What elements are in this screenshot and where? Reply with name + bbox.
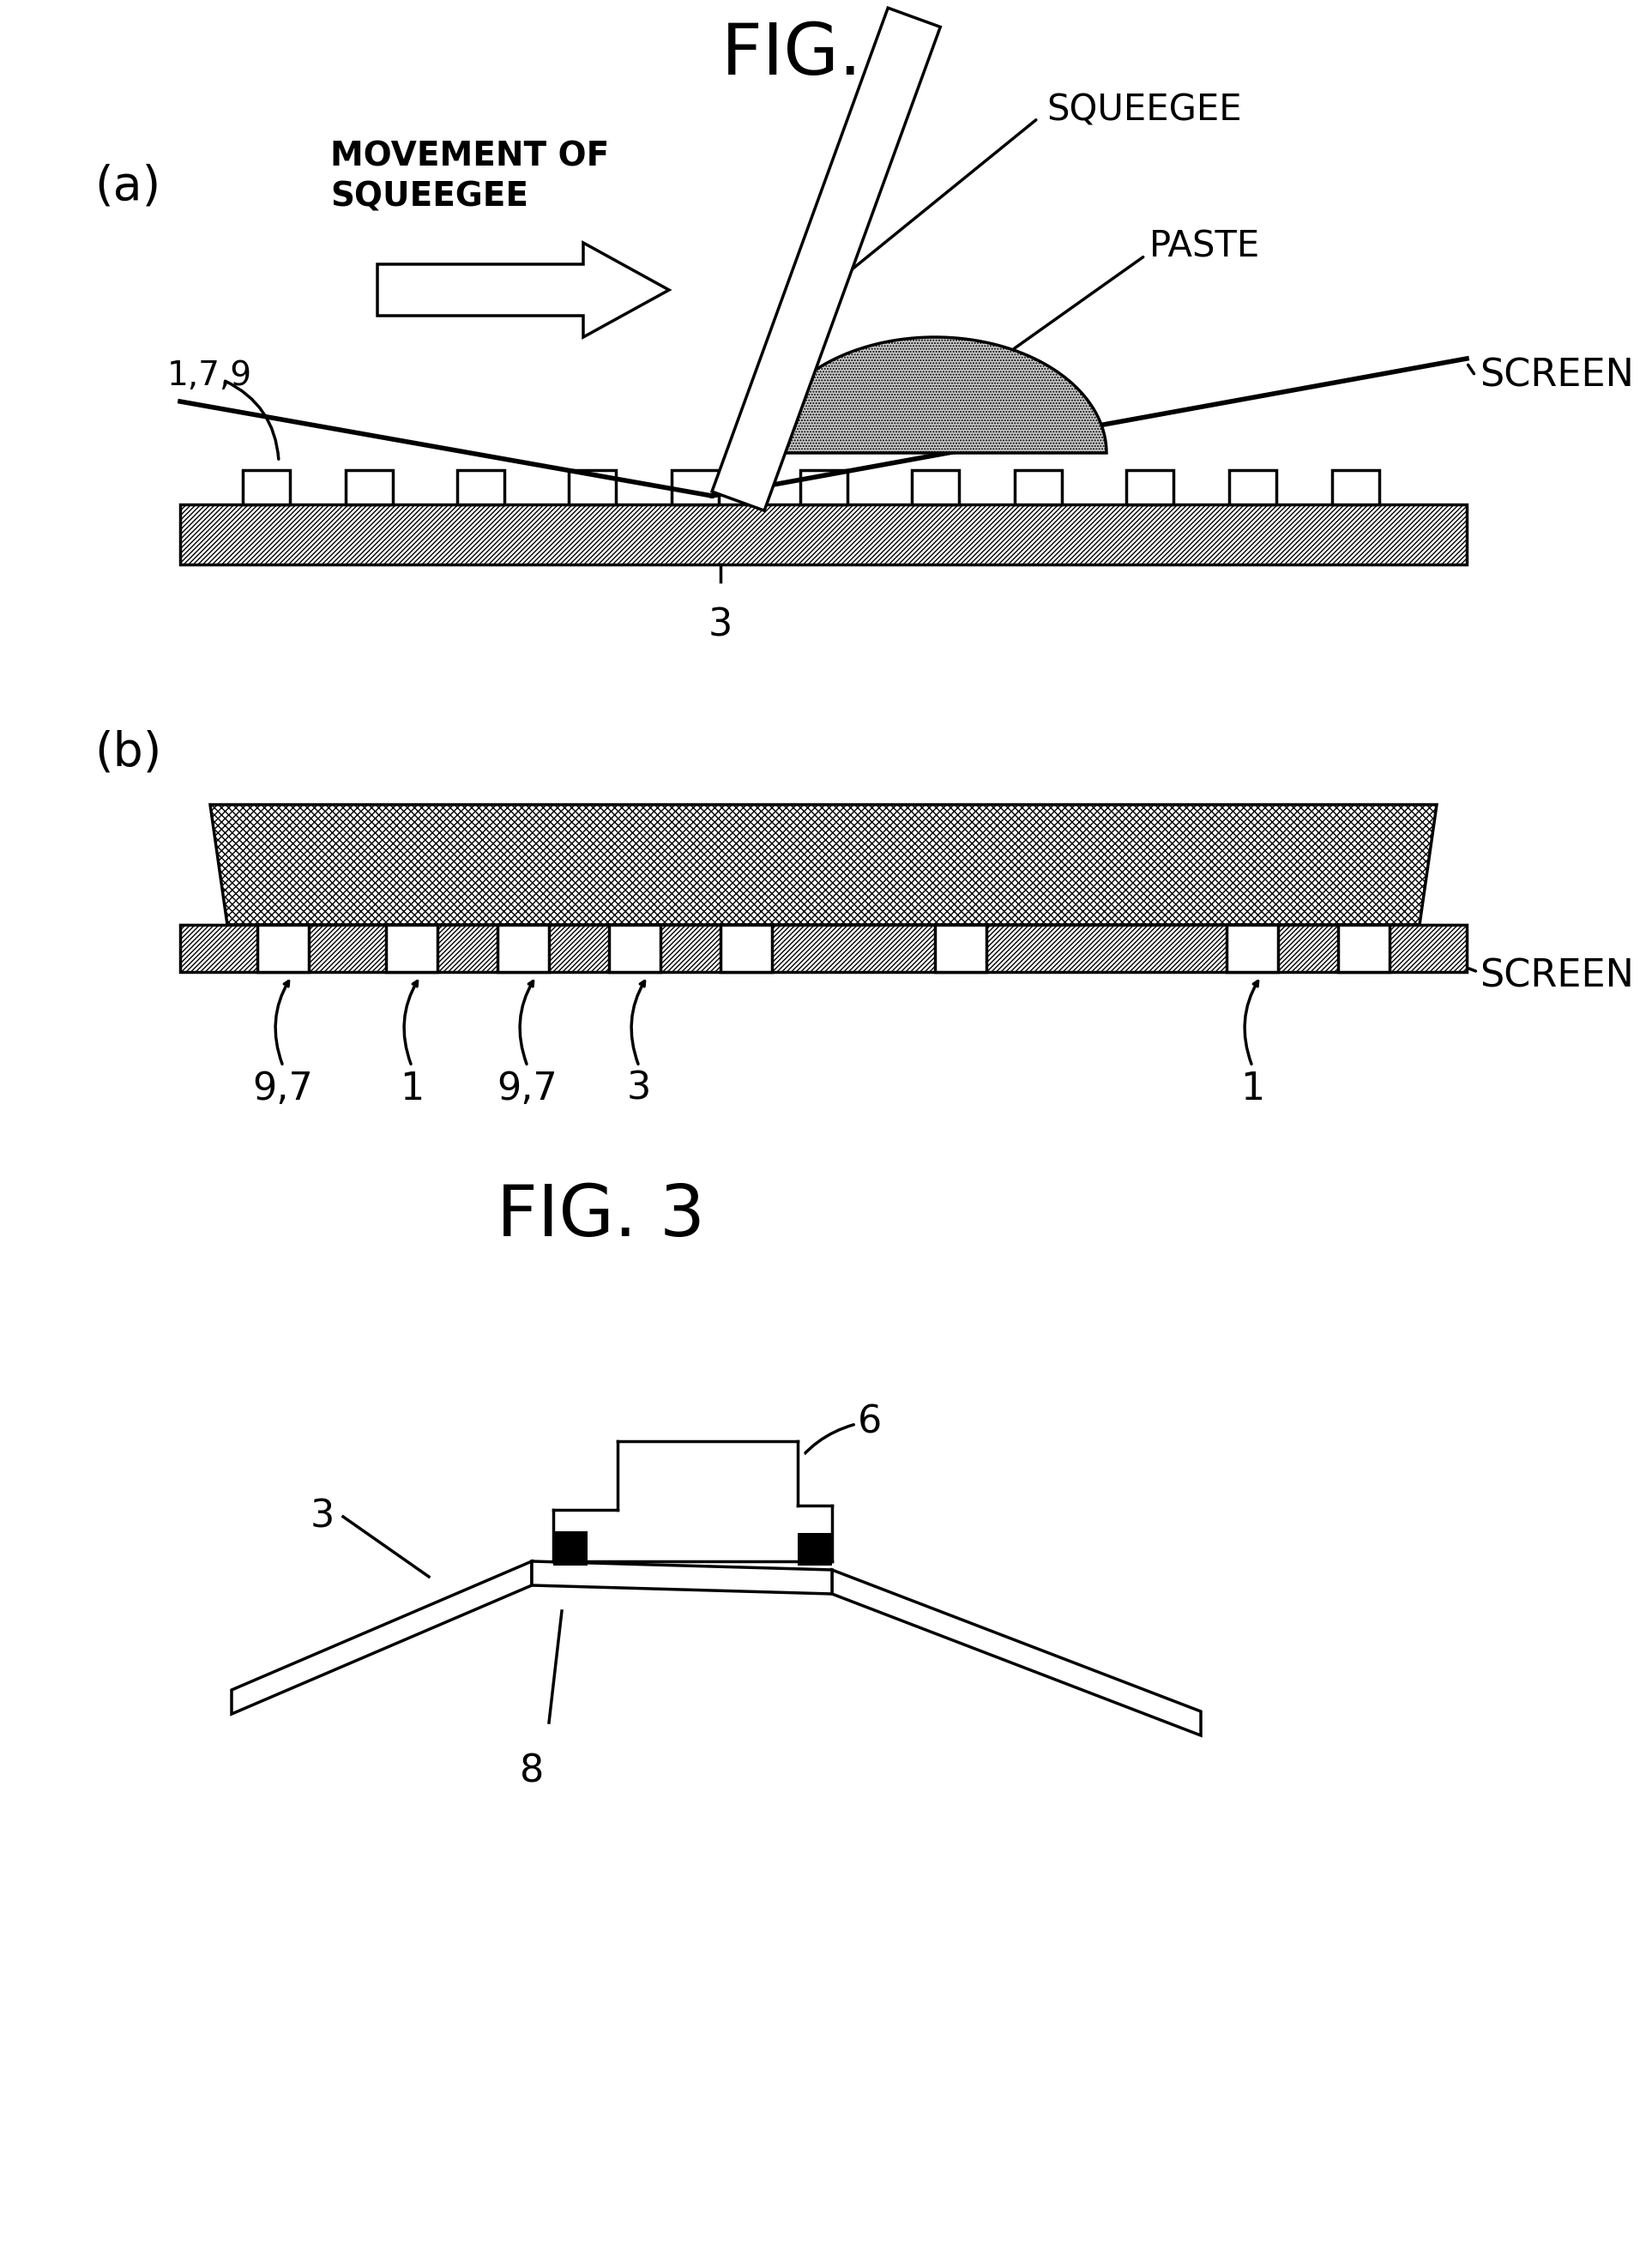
Bar xyxy=(720,926,771,971)
Bar xyxy=(1338,926,1389,971)
Text: (b): (b) xyxy=(94,731,162,776)
Text: PASTE: PASTE xyxy=(1150,229,1260,265)
Polygon shape xyxy=(763,337,1107,453)
Text: MOVEMENT OF
SQUEEGEE: MOVEMENT OF SQUEEGEE xyxy=(330,140,610,213)
Bar xyxy=(610,926,661,971)
Text: 9,7: 9,7 xyxy=(497,1070,558,1107)
Text: 6: 6 xyxy=(857,1403,882,1442)
Bar xyxy=(800,471,847,505)
Bar xyxy=(258,926,309,971)
Bar xyxy=(720,926,771,971)
Bar xyxy=(387,926,438,971)
Bar xyxy=(935,926,986,971)
Text: 3: 3 xyxy=(311,1498,334,1534)
Text: FIG. 2: FIG. 2 xyxy=(722,20,930,88)
Polygon shape xyxy=(712,7,940,511)
Bar xyxy=(180,505,1467,563)
Bar xyxy=(1332,471,1379,505)
Text: 9,7: 9,7 xyxy=(253,1070,314,1107)
Text: (a): (a) xyxy=(94,163,160,210)
Bar xyxy=(387,926,438,971)
Bar xyxy=(180,505,1467,563)
Bar xyxy=(798,1532,833,1566)
Bar xyxy=(497,926,548,971)
Bar xyxy=(1226,926,1279,971)
Text: 3: 3 xyxy=(626,1070,651,1107)
Polygon shape xyxy=(532,1561,833,1593)
Text: FIG. 3: FIG. 3 xyxy=(496,1181,705,1251)
Bar xyxy=(497,926,548,971)
Polygon shape xyxy=(231,1561,532,1713)
Bar xyxy=(456,471,504,505)
Text: 1,7,9: 1,7,9 xyxy=(167,360,253,391)
Bar xyxy=(180,926,1467,971)
Bar xyxy=(1125,471,1173,505)
Bar xyxy=(345,471,393,505)
Text: SCREEN: SCREEN xyxy=(1480,957,1634,996)
Bar xyxy=(1229,471,1275,505)
Bar xyxy=(568,471,616,505)
Bar xyxy=(1338,926,1389,971)
Bar xyxy=(1226,926,1279,971)
Text: 3: 3 xyxy=(709,606,733,645)
Bar xyxy=(671,471,719,505)
Text: 8: 8 xyxy=(520,1752,544,1790)
Bar xyxy=(1014,471,1062,505)
Bar xyxy=(243,471,289,505)
Bar xyxy=(180,926,1467,971)
Bar xyxy=(553,1532,588,1566)
Bar xyxy=(610,926,661,971)
Bar xyxy=(912,471,958,505)
Text: 1: 1 xyxy=(1241,1070,1264,1107)
Text: SQUEEGEE: SQUEEGEE xyxy=(1046,93,1242,127)
Polygon shape xyxy=(210,806,1437,926)
Bar xyxy=(935,926,986,971)
Polygon shape xyxy=(377,242,669,337)
Polygon shape xyxy=(833,1571,1201,1736)
Polygon shape xyxy=(553,1442,833,1561)
Text: 1: 1 xyxy=(400,1070,425,1107)
Bar xyxy=(258,926,309,971)
Text: SCREEN: SCREEN xyxy=(1480,358,1634,394)
